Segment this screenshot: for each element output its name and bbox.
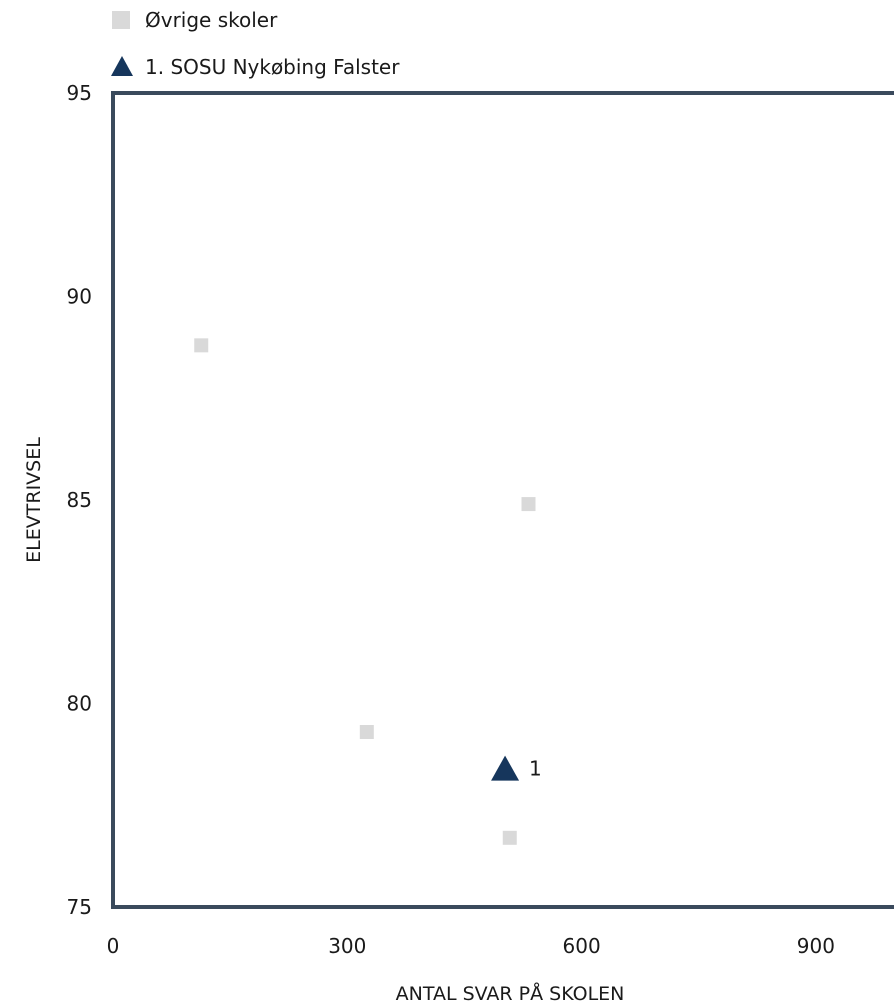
- y-axis-title: ELEVTRIVSEL: [23, 437, 45, 563]
- data-point-triangle: [491, 755, 520, 781]
- legend-label-ovrige-skoler: Øvrige skoler: [145, 8, 278, 32]
- x-tick-label: 900: [797, 934, 835, 958]
- data-points: 1: [194, 338, 542, 845]
- x-tick-label: 300: [328, 934, 366, 958]
- data-point-square: [502, 830, 517, 845]
- tick-labels: 75 80 85 90 95 0 300 600 900: [67, 81, 835, 958]
- y-tick-label: 90: [67, 285, 92, 309]
- legend: Øvrige skoler 1. SOSU Nykøbing Falster: [111, 8, 400, 79]
- x-tick-label: 0: [107, 934, 120, 958]
- y-tick-label: 85: [67, 488, 92, 512]
- y-tick-label: 95: [67, 81, 92, 105]
- x-tick-label: 600: [563, 934, 601, 958]
- data-point-label: 1: [529, 757, 542, 781]
- data-point-square: [521, 497, 536, 512]
- y-tick-label: 80: [67, 692, 92, 716]
- legend-square-marker: [112, 11, 130, 29]
- data-point-square: [359, 724, 374, 739]
- legend-triangle-marker: [111, 56, 133, 76]
- data-point-square: [194, 338, 209, 353]
- y-tick-label: 75: [67, 895, 92, 919]
- axes: [111, 91, 894, 909]
- x-axis-title: ANTAL SVAR PÅ SKOLEN: [396, 982, 625, 1005]
- legend-label-sosu-nykobing-falster: 1. SOSU Nykøbing Falster: [145, 55, 400, 79]
